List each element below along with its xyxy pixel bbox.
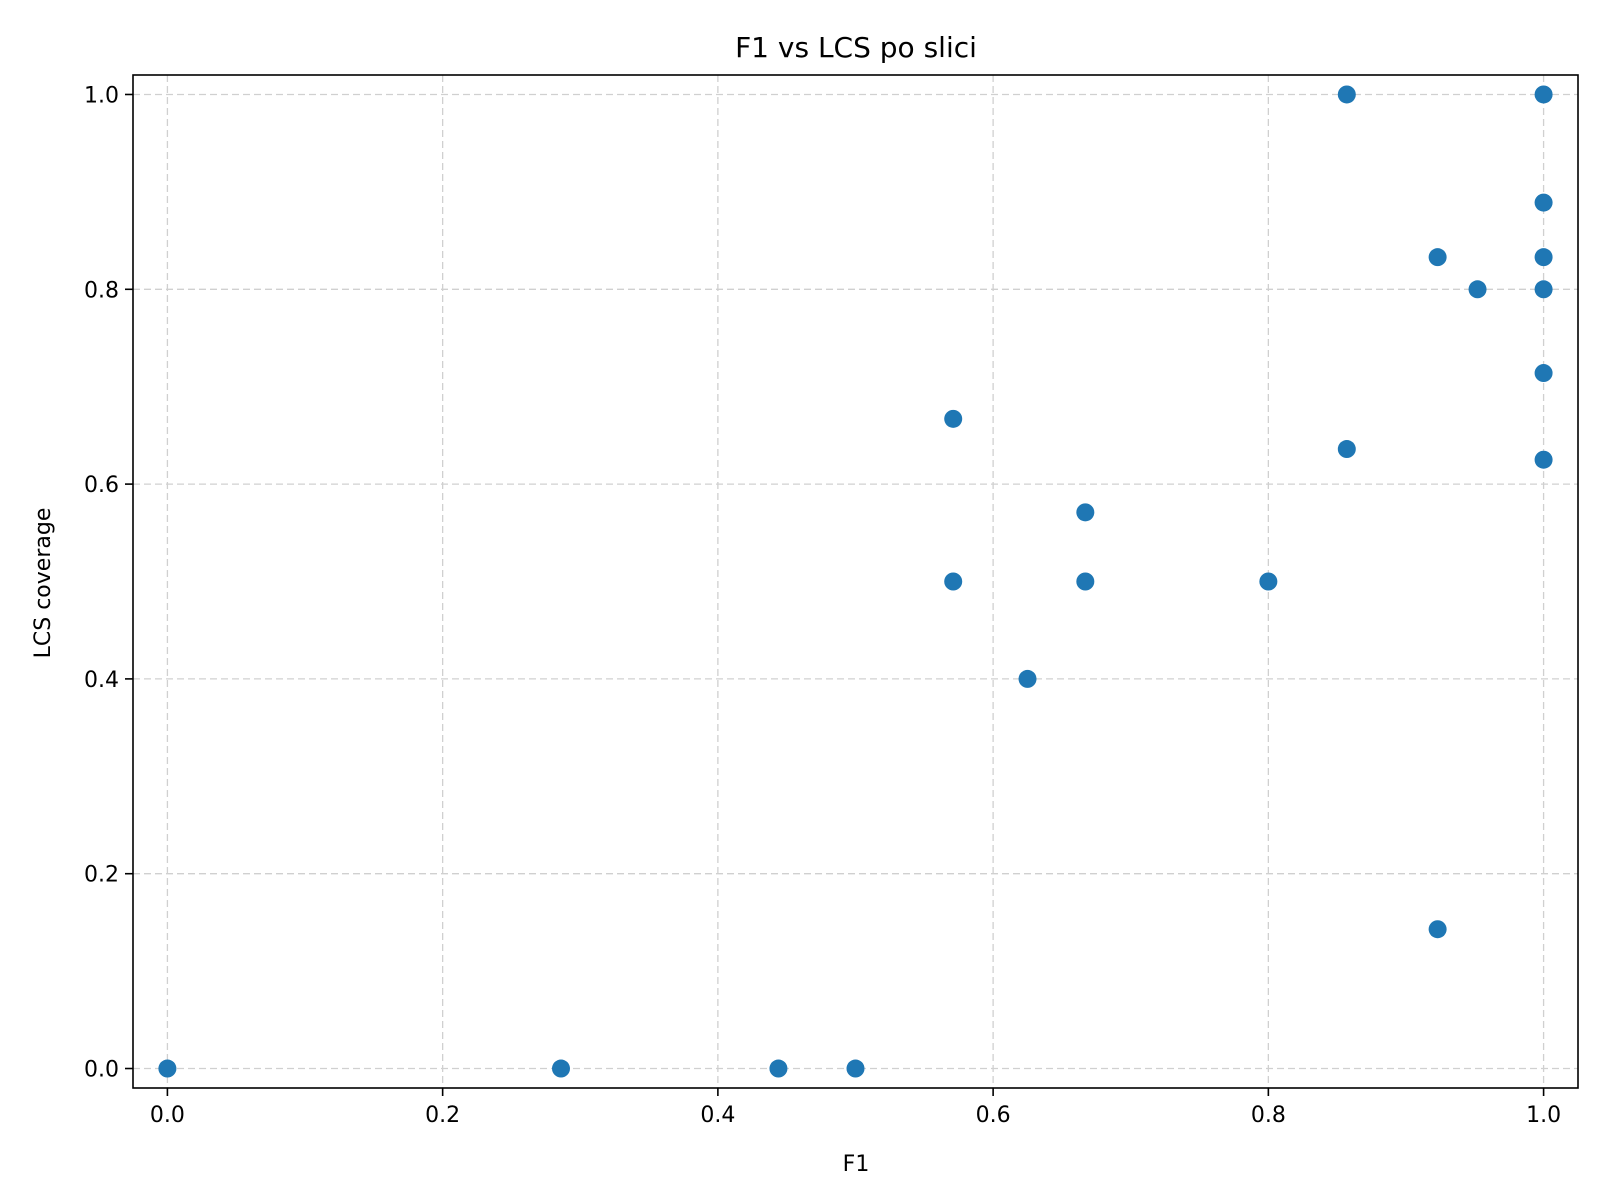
plot-frame [132, 74, 1579, 1089]
x-axis-label: F1 [843, 1152, 870, 1177]
scatter-point [1534, 248, 1553, 267]
x-tick-label: 0.2 [425, 1103, 460, 1128]
y-axis-ticks: 0.0 0.2 0.4 0.6 0.8 1.0 [84, 83, 133, 1083]
scatter-point [1534, 193, 1553, 212]
scatter-point [551, 1059, 570, 1078]
scatter-point [769, 1059, 788, 1078]
y-tick-label: 1.0 [84, 83, 119, 108]
x-tick-label: 0.4 [700, 1103, 735, 1128]
scatter-point [1468, 280, 1487, 299]
x-axis-ticks: 0.0 0.2 0.4 0.6 0.8 1.0 [150, 1088, 1561, 1128]
scatter-point [1428, 920, 1447, 939]
y-tick-label: 0.0 [84, 1058, 119, 1083]
y-tick-label: 0.6 [84, 473, 119, 498]
scatter-point [1337, 440, 1356, 459]
x-tick-label: 1.0 [1526, 1103, 1561, 1128]
scatter-point [846, 1059, 865, 1078]
scatter-point [1259, 572, 1278, 591]
scatter-point [1534, 280, 1553, 299]
scatter-point [944, 572, 963, 591]
x-tick-label: 0.6 [976, 1103, 1011, 1128]
y-tick-label: 0.2 [84, 863, 119, 888]
scatter-point [944, 409, 963, 428]
x-tick-label: 0.0 [150, 1103, 185, 1128]
scatter-point [1534, 85, 1553, 104]
scatter-point [1076, 572, 1095, 591]
scatter-point [1534, 364, 1553, 383]
scatter-point [1076, 503, 1095, 522]
grid [133, 75, 1578, 1088]
scatter-point [1534, 450, 1553, 469]
scatter-point [158, 1059, 177, 1078]
scatter-point [1337, 85, 1356, 104]
scatter-point [1018, 669, 1037, 688]
scatter-point [1428, 248, 1447, 267]
y-tick-label: 0.8 [84, 278, 119, 303]
chart-title: F1 vs LCS po slici [735, 31, 977, 64]
y-tick-label: 0.4 [84, 668, 119, 693]
x-tick-label: 0.8 [1251, 1103, 1286, 1128]
y-axis-label: LCS coverage [31, 508, 56, 659]
data-points [158, 85, 1553, 1078]
